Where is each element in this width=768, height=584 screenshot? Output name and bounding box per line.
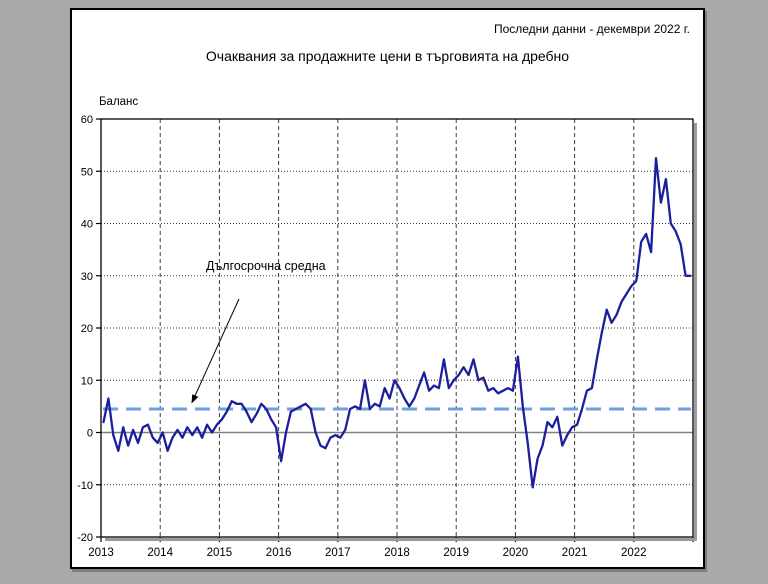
series-line (102, 157, 692, 489)
x-tick-label: 2018 (384, 547, 410, 559)
y-tick-label: -20 (77, 532, 93, 544)
x-tick-label: 2013 (88, 547, 114, 559)
y-axis-label: Баланс (99, 96, 139, 108)
y-tick-label: 40 (81, 219, 93, 231)
x-tick-label: 2021 (562, 547, 588, 559)
y-tick-label: 20 (81, 323, 93, 335)
y-tick-label: 10 (81, 375, 93, 387)
price-expectations-line-chart: 60 50 40 30 20 10 0 -10 -20 2013 2014 2015 2016 2017 2… (77, 114, 697, 559)
x-tick-label: 2016 (266, 547, 292, 559)
x-tick-label: 2020 (503, 547, 529, 559)
plot-frame (100, 118, 694, 538)
annotation-arrowhead (191, 394, 199, 404)
y-tick-label: 50 (81, 166, 93, 178)
x-tick-label: 2022 (621, 547, 647, 559)
x-tick-label: 2015 (207, 547, 233, 559)
chart-panel: 60 50 40 30 20 10 0 -10 -20 2013 2014 2015 2016 2017 2… (70, 8, 705, 569)
y-tick-label: 30 (81, 271, 93, 283)
last-data-note: Последни данни - декември 2022 г. (493, 22, 690, 36)
x-tick-label: 2017 (325, 547, 351, 559)
x-tick-label: 2019 (443, 547, 469, 559)
annotation-arrow (193, 298, 240, 399)
y-tick-label: 60 (81, 114, 93, 126)
y-tick-label: -10 (77, 480, 93, 492)
long-term-average-label: Дългосрочна средна (206, 259, 326, 273)
chart-title: Очаквания за продажните цени в търговият… (205, 48, 570, 64)
y-tick-label: 0 (87, 428, 93, 440)
x-tick-label: 2014 (147, 547, 173, 559)
